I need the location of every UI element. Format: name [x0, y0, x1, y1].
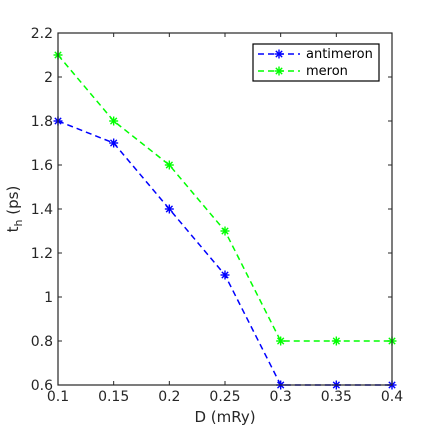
y-axis-title-unit: (ps)	[4, 186, 22, 220]
data-point-antimeron	[164, 204, 174, 214]
data-point-meron	[331, 336, 341, 346]
x-tick-label: 0.25	[209, 389, 240, 405]
legend: antimeron meron	[252, 43, 380, 82]
legend-label-antimeron: antimeron	[306, 47, 373, 62]
y-tick-label: 1.2	[31, 246, 53, 262]
x-tick-label: 0.2	[158, 389, 180, 405]
y-tick-label: 1.8	[31, 114, 53, 130]
y-axis-title-subscript: h	[12, 219, 25, 226]
plot-frame	[57, 32, 393, 386]
y-tick-label: 1.4	[31, 202, 53, 218]
legend-marker-glyph	[274, 49, 284, 59]
y-tick-label: 0.6	[31, 378, 53, 394]
y-tick-label: 1.6	[31, 158, 53, 174]
data-point-meron	[220, 226, 230, 236]
x-tick-label: 0.3	[270, 389, 292, 405]
legend-box	[252, 43, 380, 82]
legend-marker-glyph	[274, 66, 284, 76]
legend-marker-antimeron	[274, 49, 284, 59]
legend-item-meron: meron	[258, 64, 348, 79]
x-tick-label: 0.15	[98, 389, 129, 405]
y-tick-label: 0.8	[31, 334, 53, 350]
x-tick-label: 0.4	[381, 389, 403, 405]
data-point-meron	[164, 160, 174, 170]
y-tick-label: 2.2	[31, 26, 53, 42]
data-point-meron	[276, 336, 286, 346]
axis-ticks: 0.1 0.15 0.2 0.25 0.3 0.35 0.4 0.6 0.8 1 1.2 1.4 1.6…	[31, 26, 403, 405]
x-axis-title: D (mRy)	[194, 408, 255, 426]
y-tick-label: 1	[44, 290, 53, 306]
y-axis-title-main: t	[4, 226, 22, 232]
x-tick-label: 0.1	[47, 389, 69, 405]
plot-area	[58, 33, 392, 385]
legend-marker-meron	[274, 66, 284, 76]
data-point-antimeron	[109, 138, 119, 148]
y-axis-title: th (ps)	[4, 186, 25, 233]
y-tick-label: 2	[44, 70, 53, 86]
data-point-meron	[109, 116, 119, 126]
data-point-antimeron	[220, 270, 230, 280]
x-tick-label: 0.35	[321, 389, 352, 405]
legend-item-antimeron: antimeron	[258, 47, 373, 62]
legend-label-meron: meron	[306, 64, 348, 79]
